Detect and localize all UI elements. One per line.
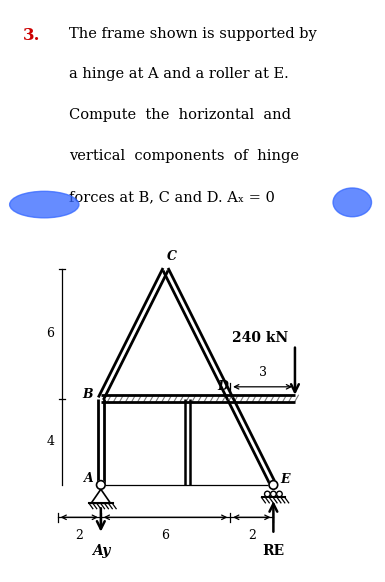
Text: 6: 6 — [162, 529, 169, 542]
Text: 3: 3 — [259, 366, 266, 379]
Text: 6: 6 — [46, 328, 54, 340]
Text: 240 kN: 240 kN — [232, 331, 288, 345]
Circle shape — [271, 491, 276, 497]
Text: The frame shown is supported by: The frame shown is supported by — [69, 27, 317, 41]
Text: 3.: 3. — [23, 27, 40, 44]
Circle shape — [264, 491, 270, 497]
Text: forces at B, C and D. Aₓ = 0: forces at B, C and D. Aₓ = 0 — [69, 190, 275, 204]
Text: RE: RE — [262, 544, 285, 558]
Text: a hinge at A and a roller at E.: a hinge at A and a roller at E. — [69, 68, 289, 81]
Text: 2: 2 — [248, 529, 256, 542]
Text: 4: 4 — [46, 435, 54, 448]
Text: E: E — [280, 473, 290, 486]
Circle shape — [276, 491, 282, 497]
Text: vertical  components  of  hinge: vertical components of hinge — [69, 150, 299, 164]
Text: D: D — [217, 380, 228, 393]
Ellipse shape — [10, 191, 79, 218]
Circle shape — [97, 481, 105, 489]
Text: Compute  the  horizontal  and: Compute the horizontal and — [69, 108, 291, 122]
Text: Ay: Ay — [92, 544, 110, 558]
Text: A: A — [84, 472, 93, 485]
Text: B: B — [83, 388, 93, 401]
Text: C: C — [167, 250, 177, 263]
Ellipse shape — [333, 188, 372, 217]
Circle shape — [269, 481, 278, 489]
Text: 2: 2 — [75, 529, 83, 542]
